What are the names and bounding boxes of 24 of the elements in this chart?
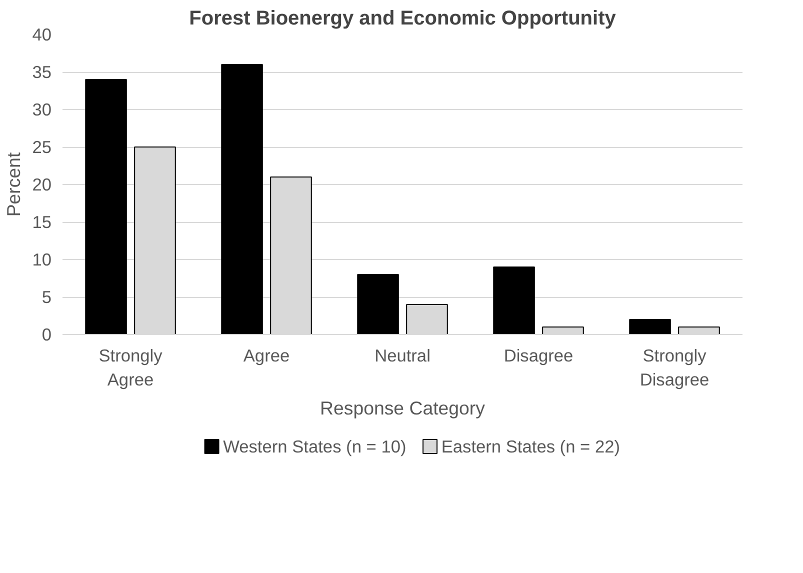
y-tick-label: 10 (32, 250, 52, 270)
bar (85, 79, 127, 334)
bar (357, 274, 399, 334)
chart-title: Forest Bioenergy and Economic Opportunity (189, 8, 617, 30)
x-tick-label: Strongly Agree (98, 346, 163, 390)
x-tick-label: Strongly Disagree (640, 346, 710, 390)
y-axis-title: Percent (3, 152, 24, 217)
y-tick-label: 15 (32, 212, 52, 232)
legend-label: Western States (n = 10) (223, 436, 406, 456)
y-tick-label: 5 (42, 287, 52, 307)
y-tick-label: 35 (32, 62, 52, 82)
y-tick-label: 0 (42, 324, 52, 344)
bar (221, 64, 263, 334)
bar (493, 266, 535, 334)
x-tick-label: Disagree (504, 346, 574, 366)
x-tick-label: Agree (243, 346, 290, 366)
y-tick-label: 20 (32, 174, 52, 194)
x-axis-title: Response Category (320, 398, 486, 418)
x-tick-label: Neutral (374, 346, 430, 366)
legend-label: Eastern States (n = 22) (441, 436, 620, 456)
y-tick-label: 40 (32, 24, 52, 44)
y-tick-label: 25 (32, 137, 52, 157)
bar (629, 319, 671, 334)
y-tick-label: 30 (32, 100, 52, 120)
